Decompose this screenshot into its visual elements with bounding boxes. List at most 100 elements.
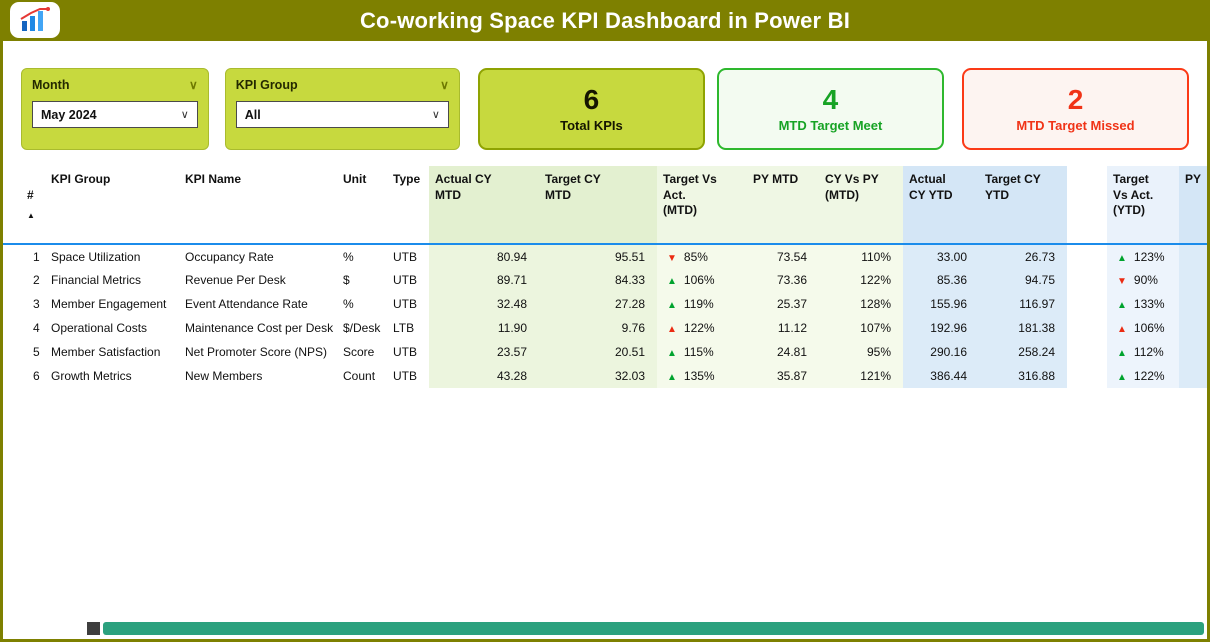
cell-actual-cy-ytd: 386.44 (903, 364, 979, 389)
column-header-target-cy-mtd[interactable]: Target CY MTD (539, 166, 657, 245)
month-dropdown[interactable]: May 2024 ∨ (32, 101, 198, 128)
cell-target-cy-ytd: 116.97 (979, 292, 1067, 317)
kpi-table-body: 1 Space Utilization Occupancy Rate % UTB… (3, 244, 1207, 389)
cell-py-mtd: 73.36 (747, 268, 819, 293)
target-vs-act-ytd-value: 90% (1133, 273, 1158, 288)
cell-target-cy-mtd: 84.33 (539, 268, 657, 293)
cell-type: UTB (393, 369, 417, 384)
month-dropdown-value: May 2024 (41, 107, 97, 122)
kpi-group-slicer-header[interactable]: KPI Group ∨ (236, 78, 449, 92)
cell-cy-vs-py-mtd: 95% (819, 340, 903, 365)
cell-unit: Count (343, 369, 376, 384)
column-header-cy-vs-py-mtd[interactable]: CY Vs PY (MTD) (819, 166, 903, 245)
card-mtd-target-missed: 2 MTD Target Missed (961, 68, 1189, 150)
card-mtd-target-meet: 4 MTD Target Meet (716, 68, 944, 150)
cell-row-number: 6 (33, 369, 40, 384)
cell-kpi-group: Member Engagement (51, 297, 167, 312)
column-header-kpi-name[interactable]: KPI Name (185, 172, 242, 186)
cell-spacer (1067, 316, 1107, 340)
cell-actual-cy-ytd: 155.96 (903, 292, 979, 317)
column-header-target-vs-act-ytd[interactable]: Target Vs Act. (YTD) (1107, 166, 1179, 245)
filters-row: Month ∨ May 2024 ∨ KPI Group ∨ All ∨ 6 T… (3, 41, 1207, 150)
sort-ascending-icon: ▲ (27, 211, 35, 221)
trend-icon: ▲ (667, 300, 677, 312)
cell-spacer (1067, 244, 1107, 268)
cell-actual-cy-mtd: 80.94 (429, 244, 539, 269)
num-header-label: # (27, 187, 34, 202)
cell-target-cy-ytd: 316.88 (979, 364, 1067, 389)
target-vs-act-mtd-value: 119% (683, 297, 714, 312)
target-vs-act-ytd-value: 133% (1133, 297, 1165, 312)
cell-target-vs-act-mtd: ▲ 106% (657, 268, 747, 293)
table-row[interactable]: 3 Member Engagement Event Attendance Rat… (3, 292, 1207, 317)
column-header-target-cy-ytd[interactable]: Target CY YTD (979, 166, 1067, 245)
column-header-unit[interactable]: Unit (343, 172, 367, 186)
cell-py-ytd (1179, 316, 1207, 341)
cell-row-number: 5 (33, 345, 40, 360)
cell-py-mtd: 24.81 (747, 340, 819, 365)
column-header-kpi-group[interactable]: KPI Group (51, 172, 111, 186)
cell-target-vs-act-mtd: ▲ 122% (657, 316, 747, 341)
month-slicer-header[interactable]: Month ∨ (32, 78, 198, 92)
cell-type: UTB (393, 273, 417, 288)
table-row[interactable]: 1 Space Utilization Occupancy Rate % UTB… (3, 244, 1207, 269)
cell-py-ytd (1179, 244, 1207, 269)
trend-icon: ▲ (1117, 324, 1127, 336)
trend-icon: ▲ (1117, 300, 1127, 312)
column-header-actual-cy-mtd[interactable]: Actual CY MTD (429, 166, 539, 245)
column-header-type[interactable]: Type (393, 172, 421, 186)
logo (10, 2, 60, 38)
cell-unit: % (343, 249, 354, 264)
cell-target-vs-act-ytd: ▲ 122% (1107, 364, 1179, 389)
cell-unit: $ (343, 273, 350, 288)
column-header-actual-cy-ytd[interactable]: Actual CY YTD (903, 166, 979, 245)
cell-kpi-group: Operational Costs (51, 321, 148, 336)
mtd-target-meet-label: MTD Target Meet (778, 117, 883, 133)
logo-chart-icon (20, 7, 50, 31)
cell-target-cy-mtd: 95.51 (539, 244, 657, 269)
table-row[interactable]: 5 Member Satisfaction Net Promoter Score… (3, 340, 1207, 365)
cell-kpi-group: Member Satisfaction (51, 345, 161, 360)
cell-kpi-name: Occupancy Rate (185, 249, 274, 264)
table-row[interactable]: 4 Operational Costs Maintenance Cost per… (3, 316, 1207, 341)
column-header-spacer (1067, 166, 1107, 245)
column-header-target-vs-act-mtd[interactable]: Target Vs Act. (MTD) (657, 166, 747, 245)
cell-py-mtd: 25.37 (747, 292, 819, 317)
cell-kpi-group: Growth Metrics (51, 369, 132, 384)
chevron-down-icon[interactable]: ∨ (188, 78, 198, 92)
target-vs-act-ytd-value: 122% (1133, 369, 1165, 384)
trend-icon: ▲ (1117, 372, 1127, 384)
column-header-num[interactable]: # ▲ (3, 166, 45, 244)
cell-spacer (1067, 364, 1107, 388)
cell-cy-vs-py-mtd: 122% (819, 268, 903, 293)
cell-cy-vs-py-mtd: 128% (819, 292, 903, 317)
chevron-down-icon[interactable]: ∨ (440, 78, 449, 92)
mtd-target-meet-value: 4 (822, 84, 839, 116)
horizontal-scrollbar[interactable] (103, 622, 1204, 635)
cell-target-cy-ytd: 258.24 (979, 340, 1067, 365)
target-vs-act-ytd-value: 112% (1133, 345, 1164, 360)
kpi-group-dropdown-value: All (244, 107, 261, 122)
column-header-py-mtd[interactable]: PY MTD (747, 166, 819, 245)
target-vs-act-mtd-value: 115% (683, 345, 714, 360)
cell-py-mtd: 35.87 (747, 364, 819, 389)
kpi-group-slicer: KPI Group ∨ All ∨ (224, 68, 460, 150)
cell-type: UTB (393, 249, 417, 264)
cell-actual-cy-ytd: 290.16 (903, 340, 979, 365)
table-row[interactable]: 2 Financial Metrics Revenue Per Desk $ U… (3, 268, 1207, 293)
cell-target-cy-mtd: 9.76 (539, 316, 657, 341)
cell-target-cy-ytd: 181.38 (979, 316, 1067, 341)
trend-icon: ▼ (1117, 276, 1127, 288)
column-header-py-ytd[interactable]: PY (1179, 166, 1207, 245)
cell-py-ytd (1179, 268, 1207, 293)
cell-cy-vs-py-mtd: 107% (819, 316, 903, 341)
kpi-group-dropdown[interactable]: All ∨ (235, 101, 449, 128)
card-total-kpis: 6 Total KPIs (477, 68, 705, 150)
cell-target-vs-act-mtd: ▼ 85% (657, 244, 747, 269)
cell-target-vs-act-ytd: ▲ 133% (1107, 292, 1179, 317)
trend-icon: ▲ (1117, 348, 1127, 360)
table-row[interactable]: 6 Growth Metrics New Members Count UTB 4… (3, 364, 1207, 389)
cell-spacer (1067, 292, 1107, 316)
total-kpis-value: 6 (583, 84, 600, 116)
